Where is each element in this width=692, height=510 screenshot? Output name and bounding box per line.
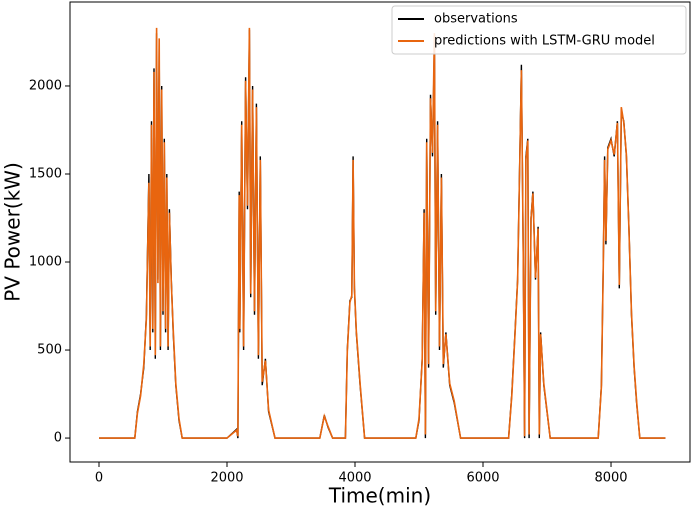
y-tick-label: 0: [54, 431, 62, 446]
series-line: [99, 29, 666, 439]
x-tick-label: 8000: [594, 471, 627, 486]
y-axis-title: PV Power(kW): [1, 162, 25, 302]
legend: observations predictions with LSTM-GRU mo…: [391, 5, 687, 55]
x-tick-label: 2000: [210, 471, 243, 486]
y-tick-label: 500: [37, 343, 62, 358]
plot-frame: [69, 1, 691, 463]
x-tick-label: 6000: [466, 471, 499, 486]
y-tick-label: 1000: [29, 255, 62, 270]
x-tick-label: 0: [95, 471, 103, 486]
y-tick-label: 1500: [29, 166, 62, 181]
x-tick-label: 4000: [338, 471, 371, 486]
legend-label: predictions with LSTM-GRU model: [434, 34, 655, 49]
legend-box: [391, 5, 687, 55]
x-axis-title: Time(min): [328, 484, 431, 508]
y-tick-label: 2000: [29, 78, 62, 93]
series-line: [99, 27, 666, 439]
legend-label: observations: [434, 12, 518, 27]
